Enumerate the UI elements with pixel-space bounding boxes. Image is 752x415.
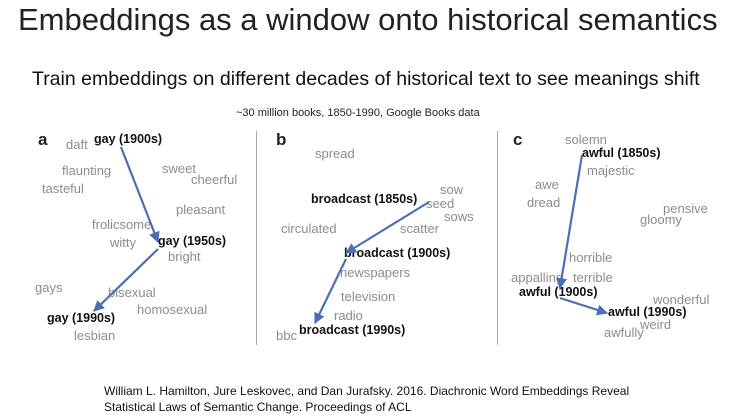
word-seed: seed: [426, 196, 455, 211]
slide-title: Embeddings as a window onto historical s…: [18, 2, 718, 37]
word-awful-1900s: awful (1900s): [519, 285, 598, 299]
word-broadcast-1990s: broadcast (1990s): [299, 323, 406, 337]
panel-b-letter: b: [276, 130, 287, 149]
word-homosexual: homosexual: [137, 302, 208, 317]
arrow-broadcast-1850s-to-1900s: [345, 201, 430, 254]
word-gay-1990s: gay (1990s): [47, 311, 116, 325]
citation-line-1: William L. Hamilton, Jure Leskovec, and …: [104, 384, 630, 398]
panel-divider-ab: [256, 131, 257, 345]
word-newspapers: newspapers: [340, 265, 411, 280]
word-dread: dread: [527, 195, 561, 210]
slide-subtitle: Train embeddings on different decades of…: [32, 68, 700, 90]
word-witty: witty: [110, 235, 136, 250]
arrow-awful-1850s-to-1900s: [556, 154, 584, 290]
word-gay-1900s: gay (1900s): [94, 132, 163, 146]
word-frolicsome: frolicsome: [92, 217, 152, 232]
word-bright: bright: [168, 249, 201, 264]
word-bisexual: bisexual: [108, 285, 156, 300]
word-gay-1950s: gay (1950s): [158, 234, 227, 248]
word-weird: weird: [640, 317, 672, 332]
word-appalling: appalling: [511, 270, 564, 285]
word-sow: sow: [440, 182, 464, 197]
word-lesbian: lesbian: [74, 328, 116, 343]
word-solemn: solemn: [565, 132, 607, 147]
word-spread: spread: [315, 146, 355, 161]
word-awful-1850s: awful (1850s): [582, 146, 661, 160]
panel-divider-bc: [497, 131, 498, 345]
arrow-awful-1900s-to-1990s: [559, 296, 609, 316]
word-television: television: [341, 289, 396, 304]
word-sows: sows: [444, 209, 474, 224]
data-source-note: ~30 million books, 1850-1990, Google Boo…: [236, 107, 480, 119]
word-circulated: circulated: [281, 221, 337, 236]
word-radio: radio: [334, 308, 363, 323]
panel-a-letter: a: [38, 130, 48, 149]
word-sweet: sweet: [162, 161, 196, 176]
citation: William L. Hamilton, Jure Leskovec, and …: [104, 383, 724, 415]
word-flaunting: flaunting: [62, 163, 112, 178]
word-wonderful: wonderful: [653, 292, 710, 307]
word-majestic: majestic: [587, 163, 635, 178]
arrow-gay-1950s-to-1990s: [93, 248, 159, 312]
word-horrible: horrible: [569, 250, 613, 265]
word-broadcast-1900s: broadcast (1900s): [344, 246, 451, 260]
word-scatter: scatter: [400, 221, 440, 236]
word-pleasant: pleasant: [176, 202, 226, 217]
word-terrible: terrible: [573, 270, 613, 285]
citation-line-2: Statistical Laws of Semantic Change. Pro…: [104, 400, 412, 415]
word-pensive: pensive: [663, 201, 708, 216]
word-daft: daft: [66, 137, 88, 152]
word-gays: gays: [35, 280, 63, 295]
word-awful-1990s: awful (1990s): [608, 305, 687, 319]
word-tasteful: tasteful: [42, 181, 84, 196]
word-gloomy: gloomy: [640, 212, 682, 227]
panel-c-letter: c: [513, 130, 523, 149]
word-broadcast-1850s: broadcast (1850s): [311, 192, 418, 206]
arrow-gay-1900s-to-1950s: [119, 146, 160, 244]
word-awe: awe: [535, 177, 559, 192]
word-awfully: awfully: [604, 325, 644, 340]
arrow-broadcast-1900s-to-1990s: [314, 258, 347, 324]
word-bbc: bbc: [276, 328, 297, 343]
word-cheerful: cheerful: [191, 172, 238, 187]
